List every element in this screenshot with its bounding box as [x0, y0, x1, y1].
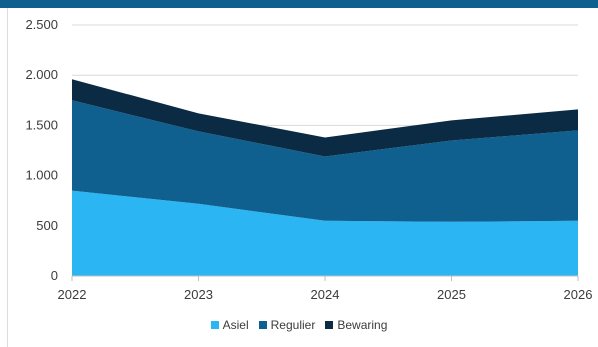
legend-item-asiel: Asiel: [210, 318, 249, 332]
legend-swatch: [210, 321, 219, 329]
legend-item-regulier: Regulier: [258, 318, 316, 332]
x-tick-label: 2023: [184, 287, 213, 302]
legend-label: Asiel: [222, 318, 249, 332]
chart-header-bar: [0, 0, 598, 8]
y-tick-label: 2.000: [25, 67, 58, 82]
y-tick-label: 2.500: [25, 17, 58, 32]
legend-label: Regulier: [270, 318, 316, 332]
y-tick-label: 0: [51, 268, 58, 283]
legend-swatch: [325, 321, 334, 329]
x-tick-label: 2026: [564, 287, 593, 302]
x-axis-ticks: 2022 2023 2024 2025 2026: [58, 275, 593, 302]
area-asiel: [72, 190, 578, 276]
y-tick-label: 1.000: [25, 168, 58, 183]
y-tick-label: 1.500: [25, 117, 58, 132]
y-tick-label: 500: [36, 218, 58, 233]
chart-legend: Asiel Regulier Bewaring: [0, 318, 598, 332]
x-tick-label: 2024: [311, 287, 340, 302]
x-tick-label: 2022: [58, 287, 87, 302]
y-axis-ticks: 0 500 1.000 1.500 2.000 2.500: [25, 17, 58, 283]
area-bewaring: [72, 79, 578, 157]
legend-swatch: [258, 321, 267, 329]
area-regulier: [72, 100, 578, 222]
legend-label: Bewaring: [337, 318, 388, 332]
area-series: [72, 79, 578, 276]
panel-border: [7, 8, 8, 347]
x-tick-label: 2025: [437, 287, 466, 302]
legend-item-bewaring: Bewaring: [325, 318, 387, 332]
